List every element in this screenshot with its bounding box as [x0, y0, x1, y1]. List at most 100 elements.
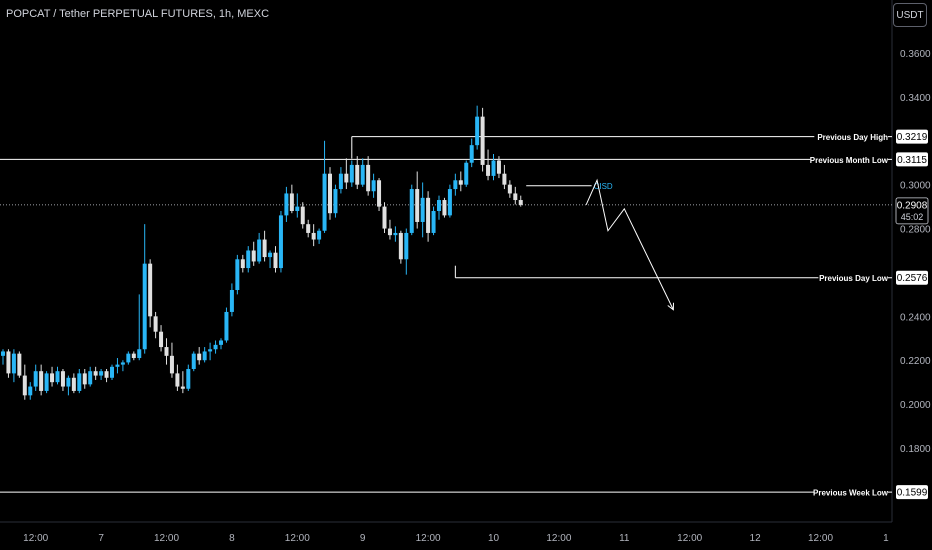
x-tick-label: 12:00 [285, 533, 310, 544]
candle-body [60, 371, 65, 387]
candle-body [496, 160, 501, 174]
y-tick-label: 0.2000 [900, 400, 931, 411]
candle-body [229, 290, 234, 312]
candle-body [99, 371, 104, 376]
candle-body [349, 164, 354, 183]
candle-body [306, 224, 311, 233]
level-price-text: 0.3219 [897, 132, 928, 143]
candle-body [447, 189, 452, 216]
candle-body [93, 371, 98, 376]
candle-body [153, 316, 158, 332]
x-tick-label: 8 [229, 533, 235, 544]
candle-body [437, 200, 441, 211]
level-price-label [896, 270, 928, 285]
level-name-background [814, 486, 888, 499]
candle-body [115, 364, 120, 367]
candle-body [278, 215, 283, 269]
cisd-label: CISD [594, 182, 613, 191]
candle-body [213, 344, 218, 350]
candle-body [273, 252, 278, 269]
candle-body [6, 351, 11, 374]
candle-body [377, 180, 382, 207]
candle-body [426, 197, 431, 233]
candle-body [71, 377, 76, 391]
candle-body [415, 189, 420, 222]
candle-body [120, 362, 125, 365]
candle-body [126, 353, 131, 363]
candle-body [77, 373, 82, 391]
candle-body [404, 232, 409, 260]
y-tick-label: 0.3600 [900, 49, 931, 60]
candle-body [382, 206, 387, 229]
level-name: Previous Week Low [813, 489, 889, 498]
projection-path [585, 178, 674, 310]
y-tick-label: 0.3000 [900, 181, 931, 192]
candle-body [344, 173, 349, 183]
candle-body [235, 259, 240, 290]
x-tick-label: 10 [488, 533, 500, 544]
projection-arrowhead [667, 302, 674, 311]
candle-body [175, 373, 180, 387]
candle-body [142, 263, 147, 350]
countdown-text: 45:02 [901, 212, 924, 222]
candle-body [393, 232, 398, 236]
candle-body [322, 173, 327, 231]
candle-body [486, 164, 491, 176]
candle-body [180, 386, 185, 389]
candle-body [39, 371, 44, 391]
x-tick-label: 12:00 [546, 533, 571, 544]
level-price-text: 0.1599 [897, 488, 928, 499]
y-tick-label: 0.2400 [900, 312, 931, 323]
candle-body [398, 232, 403, 260]
candle-body [268, 252, 273, 258]
candle-body [1, 351, 5, 356]
candle-body [300, 206, 305, 225]
candle-body [191, 353, 196, 369]
candle-body [131, 353, 136, 359]
candle-body [110, 366, 114, 378]
candle-body [453, 180, 458, 190]
x-tick-label: 11 [619, 533, 630, 544]
candle-body [507, 184, 512, 194]
currency-button[interactable]: USDT [893, 3, 927, 27]
candle-body [17, 353, 22, 376]
candle-body [22, 375, 27, 396]
level-name-background [810, 153, 888, 166]
y-tick-label: 0.2200 [900, 356, 931, 367]
x-tick-label: 9 [360, 533, 366, 544]
candle-body [420, 197, 425, 222]
candle-body [475, 116, 480, 146]
candle-body [295, 206, 300, 211]
candle-body [469, 145, 474, 163]
candle-body [197, 353, 202, 361]
x-tick-label: 12:00 [416, 533, 441, 544]
level-price-label [896, 485, 928, 500]
candle-body [513, 193, 518, 201]
candle-body [262, 239, 267, 258]
candle-body [208, 349, 213, 352]
candle-body [458, 180, 463, 185]
candle-body [355, 164, 360, 185]
y-tick-label: 0.1800 [900, 444, 931, 455]
candle-body [88, 371, 93, 385]
candle-body [328, 173, 332, 214]
candle-body [289, 193, 294, 211]
candle-body [480, 116, 485, 165]
candle-body [409, 189, 414, 233]
candle-body [159, 331, 164, 348]
x-tick-label: 12 [750, 533, 762, 544]
candle-body [464, 162, 469, 185]
x-tick-label: 1 [883, 533, 889, 544]
candle-body [28, 386, 33, 396]
candle-body [240, 259, 245, 269]
candle-body [66, 377, 71, 387]
candle-body [11, 353, 16, 374]
candle-body [164, 347, 169, 356]
candle-body [251, 250, 256, 262]
candle-body [55, 371, 60, 383]
candle-body [202, 351, 207, 361]
candle-body [44, 373, 49, 391]
candle-body [491, 160, 496, 176]
level-name-background [818, 271, 888, 284]
